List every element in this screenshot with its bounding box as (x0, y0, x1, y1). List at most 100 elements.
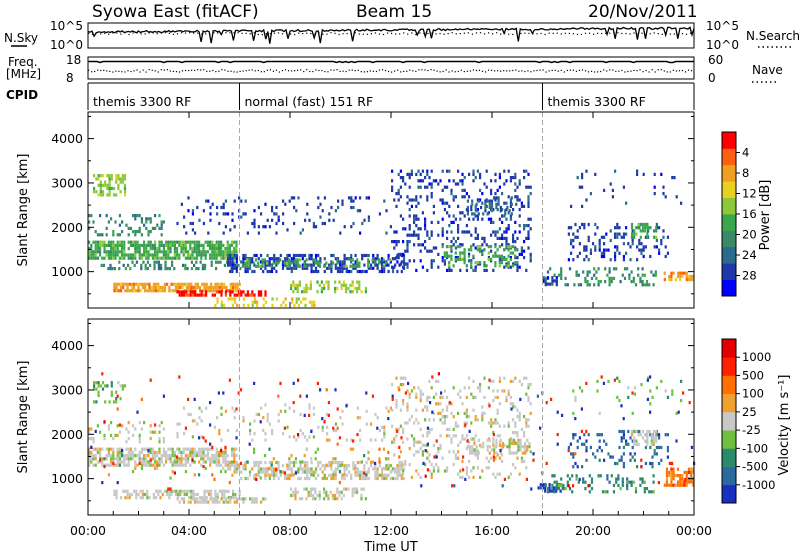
power-panel-frame (87, 111, 695, 309)
scatter-cell (97, 183, 100, 187)
scatter-cell (99, 447, 102, 451)
scatter-cell (417, 217, 420, 221)
scatter-cell (588, 490, 591, 494)
scatter-cell (609, 182, 612, 186)
scatter-cell (96, 424, 99, 428)
nave-dot (315, 69, 317, 71)
scatter-cell (415, 224, 418, 228)
nave-dot (357, 69, 359, 71)
scatter-cell (96, 460, 99, 464)
scatter-cell (180, 250, 183, 254)
scatter-cell (511, 245, 515, 249)
scatter-cell (650, 442, 653, 446)
scatter-cell (303, 464, 307, 468)
scatter-cell (564, 283, 567, 287)
scatter-cell (351, 283, 354, 287)
scatter-cell (224, 409, 227, 413)
scatter-cell (468, 415, 471, 419)
scatter-cell (184, 240, 187, 244)
scatter-cell (446, 434, 449, 438)
scatter-cell (596, 226, 599, 230)
nave-dot (348, 69, 350, 71)
nave-dot (460, 69, 462, 71)
scatter-cell (508, 448, 511, 452)
scatter-cell (314, 476, 318, 481)
scatter-cell (454, 256, 457, 260)
scatter-cell (183, 215, 186, 219)
scatter-cell (580, 407, 583, 411)
scatter-cell (171, 470, 174, 474)
scatter-cell (376, 473, 379, 477)
scatter-cell (297, 433, 300, 437)
colorbar-tick-label: 20 (742, 228, 757, 242)
scatter-cell (623, 276, 627, 280)
scatter-cell (523, 415, 526, 419)
scatter-cell (402, 265, 405, 269)
scatter-cell (139, 489, 142, 493)
scatter-cell (596, 379, 599, 383)
scatter-cell (147, 460, 150, 464)
scatter-cell (207, 500, 210, 504)
scatter-cell (476, 217, 479, 221)
scatter-cell (527, 204, 530, 208)
scatter-cell (154, 214, 157, 218)
scatter-cell (132, 240, 135, 244)
scatter-cell (143, 460, 146, 464)
scatter-cell (211, 253, 214, 257)
scatter-cell (145, 253, 148, 257)
scatter-cell (625, 442, 628, 446)
scatter-cell (292, 490, 295, 494)
scatter-cell (107, 243, 110, 247)
scatter-cell (687, 470, 691, 474)
scatter-cell (138, 461, 141, 465)
scatter-cell (494, 245, 497, 249)
scatter-cell (118, 260, 121, 264)
scatter-cell (435, 402, 438, 406)
scatter-cell (527, 201, 530, 205)
scatter-cell (185, 489, 188, 493)
scatter-cell (464, 423, 467, 427)
nave-dot (257, 69, 259, 72)
scatter-cell (394, 257, 397, 261)
scatter-cell (509, 198, 512, 202)
scatter-cell (288, 464, 291, 468)
scatter-cell (525, 418, 528, 422)
scatter-cell (314, 490, 317, 494)
scatter-cell (255, 412, 258, 417)
scatter-cell (349, 290, 352, 294)
scatter-cell (156, 253, 159, 257)
scatter-cell (203, 285, 206, 290)
scatter-cell (441, 243, 444, 247)
scatter-cell (94, 457, 97, 461)
scatter-cell (115, 174, 118, 178)
scatter-cell (171, 260, 174, 264)
scatter-cell (242, 297, 245, 301)
scatter-cell (391, 424, 394, 428)
scatter-cell (174, 492, 177, 497)
scatter-cell (441, 421, 444, 425)
noise-search-dot (451, 32, 453, 34)
scatter-cell (232, 496, 235, 500)
scatter-cell (435, 463, 438, 467)
scatter-cell (470, 437, 473, 441)
scatter-cell (391, 394, 394, 398)
scatter-cell (576, 465, 579, 469)
cpid-segment-label: normal (fast) 151 RF (245, 94, 374, 109)
scatter-cell (94, 240, 97, 244)
scatter-cell (136, 240, 139, 244)
scatter-cell (519, 448, 522, 452)
scatter-cell (400, 464, 403, 468)
scatter-cell (472, 408, 475, 412)
scatter-cell (266, 263, 269, 267)
scatter-cell (90, 214, 93, 218)
scatter-cell (160, 460, 163, 464)
scatter-cell (439, 395, 442, 399)
scatter-cell (430, 265, 433, 269)
scatter-cell (177, 282, 180, 286)
scatter-cell (680, 399, 683, 403)
scatter-cell (100, 263, 103, 267)
scatter-cell (253, 419, 256, 423)
scatter-cell (119, 289, 123, 293)
noise-search-dot (669, 33, 671, 35)
nave-dot (387, 70, 390, 73)
